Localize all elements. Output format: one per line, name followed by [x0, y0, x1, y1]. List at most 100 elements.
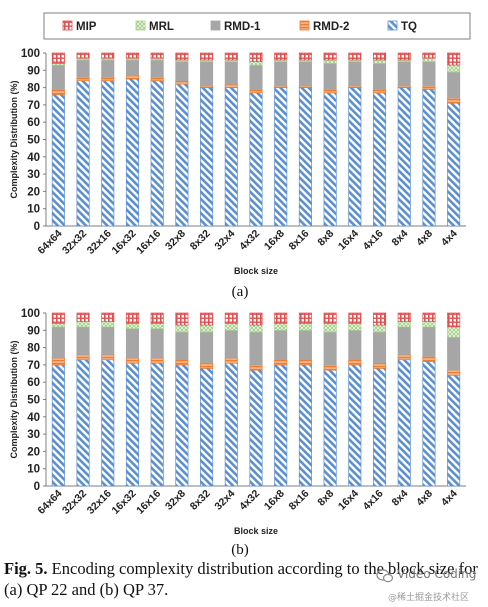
legend-label-rmd-1: RMD-1	[224, 21, 261, 33]
bar-segment-rmd-1-8x16	[298, 61, 312, 87]
bar-segment-mip-64x64	[51, 52, 65, 64]
bar-segment-rmd-1-4x4	[447, 71, 461, 99]
y-tick-label: 80	[27, 83, 40, 95]
bar-segment-mrl-8x32	[200, 324, 214, 333]
bar-segment-tq-32x16	[101, 359, 115, 487]
bar-segment-rmd-1-8x32	[200, 331, 214, 364]
bar-segment-mrl-16x8	[274, 323, 288, 331]
bar-segment-rmd-1-4x16	[373, 63, 387, 90]
bar-segment-rmd-1-16x32	[125, 328, 139, 359]
y-axis-title: Complexity Distribution (%)	[9, 340, 19, 458]
chart-legend: MIP MRL RMD-1 RMD-2 TQ	[43, 12, 471, 40]
x-tick-label: 8x16	[287, 228, 312, 253]
bar-segment-mip-8x8	[323, 52, 337, 61]
bar-segment-mip-8x16	[298, 52, 312, 61]
bar-segment-mip-4x32	[249, 312, 263, 326]
bar-segment-tq-32x4	[224, 362, 238, 487]
bar-segment-mip-32x8	[175, 312, 189, 326]
bar-segment-rmd-1-4x4	[447, 336, 461, 371]
y-tick-label: 0	[34, 481, 40, 493]
x-tick-label: 16x8	[262, 228, 287, 253]
bar-segment-rmd-2-32x8	[175, 80, 189, 85]
y-tick-label: 30	[27, 429, 40, 441]
legend-swatch-tq	[387, 20, 398, 31]
legend-swatch-mip	[62, 20, 73, 31]
bar-segment-rmd-1-8x8	[323, 331, 337, 366]
x-tick-label: 16x32	[109, 228, 138, 257]
bar-segment-mip-4x32	[249, 52, 263, 62]
bar-segment-rmd-1-16x8	[274, 329, 288, 361]
bar-segment-tq-8x8	[323, 369, 337, 487]
bar-segment-tq-32x4	[224, 87, 238, 227]
bar-segment-rmd-2-4x8	[422, 85, 436, 90]
bar-segment-rmd-1-32x4	[224, 329, 238, 359]
bar-segment-mip-8x32	[200, 312, 214, 326]
bar-segment-mrl-32x16	[101, 321, 115, 328]
x-tick-label: 16x16	[134, 488, 163, 517]
legend-label-rmd-2: RMD-2	[313, 21, 349, 33]
bar-segment-mip-16x8	[274, 52, 288, 61]
bar-segment-tq-16x16	[150, 80, 164, 227]
bar-segment-tq-32x16	[101, 80, 115, 227]
bar-segment-mrl-4x8	[422, 321, 436, 328]
bar-segment-mip-16x16	[150, 312, 164, 324]
bar-segment-tq-32x32	[76, 80, 90, 227]
bar-segment-rmd-1-32x32	[76, 326, 90, 355]
bar-segment-rmd-1-8x32	[200, 61, 214, 87]
bar-segment-mip-8x32	[200, 52, 214, 61]
bar-segment-rmd-1-64x64	[51, 326, 65, 359]
y-tick-label: 50	[27, 395, 40, 407]
bar-segment-rmd-2-16x16	[150, 357, 164, 364]
bar-segment-mrl-16x16	[150, 323, 164, 329]
x-tick-label: 32x32	[60, 488, 89, 517]
bar-segment-mip-16x32	[125, 52, 139, 59]
bar-segment-mip-8x16	[298, 312, 312, 324]
x-tick-label: 4x32	[237, 488, 262, 513]
bar-segment-tq-8x16	[298, 364, 312, 487]
bar-segment-mrl-4x16	[373, 59, 387, 64]
x-tick-label: 4x8	[414, 488, 435, 509]
legend-label-tq: TQ	[401, 21, 417, 33]
bar-segment-tq-8x32	[200, 87, 214, 227]
bar-segment-rmd-2-4x32	[249, 88, 263, 94]
bar-segment-rmd-2-32x4	[224, 357, 238, 364]
x-tick-label: 8x16	[287, 488, 312, 513]
bar-segment-mip-32x32	[76, 52, 90, 59]
bar-segment-rmd-2-32x4	[224, 83, 238, 88]
bar-segment-tq-8x16	[298, 87, 312, 227]
bar-segment-rmd-2-16x8	[274, 359, 288, 366]
bar-segment-mrl-4x4	[447, 64, 461, 73]
bar-segment-mip-16x4	[348, 312, 362, 324]
bar-segment-tq-4x8	[422, 361, 436, 487]
bar-segment-mip-16x4	[348, 52, 362, 61]
bar-segment-mrl-8x8	[323, 323, 337, 333]
bar-segment-mip-4x8	[422, 312, 436, 322]
bar-segment-rmd-2-4x16	[373, 88, 387, 94]
x-tick-label: 16x32	[109, 488, 138, 517]
figure-caption: Fig. 5. Encoding complexity distribution…	[4, 558, 484, 600]
y-tick-label: 80	[27, 343, 40, 355]
bar-segment-rmd-1-8x8	[323, 63, 337, 90]
bar-segment-mip-64x64	[51, 312, 65, 324]
x-tick-label: 32x16	[85, 228, 114, 257]
y-tick-label: 60	[27, 117, 40, 129]
bar-segment-rmd-2-16x4	[348, 359, 362, 366]
bar-segment-mrl-64x64	[51, 323, 65, 328]
x-tick-label: 4x32	[237, 228, 262, 253]
bar-segment-rmd-1-16x16	[150, 59, 164, 78]
bar-segment-tq-32x8	[175, 364, 189, 487]
bar-segment-rmd-2-4x32	[249, 364, 263, 371]
bar-segment-rmd-1-32x8	[175, 61, 189, 82]
bar-segment-rmd-2-64x64	[51, 88, 65, 95]
bar-segment-rmd-1-16x8	[274, 61, 288, 87]
bar-segment-mip-4x16	[373, 52, 387, 61]
bar-segment-rmd-1-4x16	[373, 331, 387, 364]
bar-segment-rmd-1-16x4	[348, 61, 362, 87]
bar-segment-mip-16x32	[125, 312, 139, 324]
bar-segment-mrl-8x8	[323, 59, 337, 64]
bar-segment-tq-4x32	[249, 369, 263, 487]
bar-segment-rmd-2-8x32	[200, 362, 214, 369]
bar-segment-mrl-4x8	[422, 57, 436, 62]
bar-segment-mip-8x4	[397, 52, 411, 61]
bar-segment-rmd-2-8x4	[397, 354, 411, 361]
